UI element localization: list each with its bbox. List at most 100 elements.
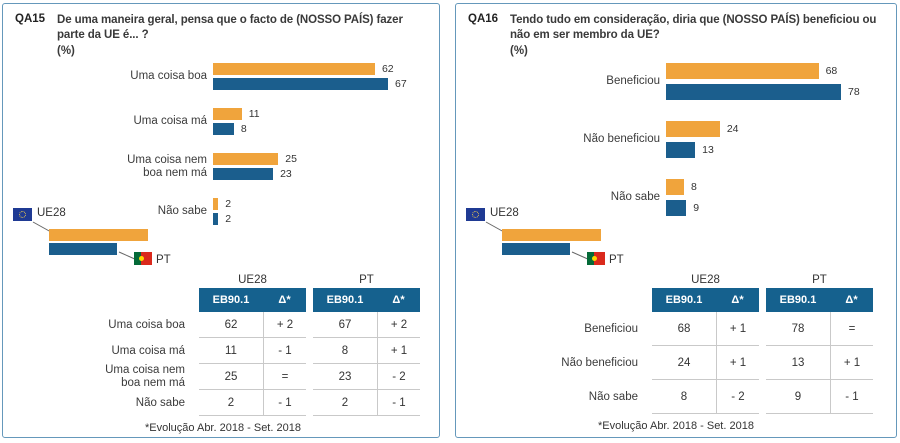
pt-bar-value: 9: [693, 202, 700, 215]
table-row: Uma coisa má 11 - 1 8 + 1: [33, 338, 420, 364]
pt-eb-value: 9: [794, 390, 802, 403]
row-label: Uma coisa má: [111, 344, 186, 357]
ue28-bar-value: 62: [381, 63, 394, 76]
category-label: Uma coisa nem boa nem má: [127, 153, 207, 179]
pt-bar: [213, 123, 234, 136]
table-row: Não sabe 8 - 2 9 - 1: [486, 380, 873, 414]
table-group-header-ue28: UE28: [691, 274, 720, 286]
footnote: *Evolução Abr. 2018 - Set. 2018: [598, 420, 754, 432]
pt-bar: [666, 142, 696, 159]
legend-ue28-label: UE28: [37, 207, 66, 219]
col-header-delta: Δ*: [392, 294, 405, 306]
pt-bar: [213, 78, 388, 91]
pt-delta-value: + 1: [377, 338, 420, 363]
chart-row: Não sabe 2 2: [3, 198, 439, 226]
qa16-summary-table: UE28 PT EB90.1 Δ* EB90.1 Δ* Beneficiou 68 +…: [486, 270, 873, 432]
chart-row: Uma coisa nem boa nem má 25 23: [3, 153, 439, 181]
category-label: Não sabe: [610, 191, 660, 204]
legend-ue28-bar: [49, 229, 148, 241]
ue28-delta-value: + 1: [716, 312, 759, 345]
qa15-bar-chart: Uma coisa boa 62 67 Uma coisa má 11 8 Um…: [3, 63, 439, 226]
chart-row: Beneficiou 68 78: [456, 63, 896, 101]
table-group-header-pt: PT: [812, 274, 827, 286]
table-header-block: EB90.1 Δ*: [199, 288, 306, 312]
category-label: Não beneficiou: [583, 133, 660, 146]
ue28-eb-value: 68: [677, 322, 691, 335]
table-header-block: EB90.1 Δ*: [652, 288, 759, 312]
table-header-block: EB90.1 Δ*: [313, 288, 420, 312]
row-label: Não sabe: [588, 390, 638, 403]
qa15-panel: QA15 De uma maneira geral, pensa que o f…: [2, 3, 440, 438]
col-header-eb: EB90.1: [665, 294, 703, 306]
category-label: Não sabe: [157, 205, 207, 218]
ue28-eb-value: 11: [225, 344, 237, 357]
table-row: Uma coisa nem boa nem má 25 = 23 - 2: [33, 364, 420, 390]
ue28-bar-value: 11: [248, 108, 260, 121]
ue28-bar: [666, 179, 684, 196]
pt-bar-value: 23: [280, 168, 292, 181]
ue28-bar-value: 25: [285, 153, 297, 166]
pt-eb-value: 78: [791, 322, 805, 335]
table-row: Uma coisa boa 62 + 2 67 + 2: [33, 312, 420, 338]
question-id: QA16: [468, 13, 499, 25]
ue28-eb-value: 25: [224, 370, 238, 383]
legend-pt-label: PT: [156, 254, 171, 266]
pt-delta-value: + 2: [377, 312, 420, 337]
question-title: De uma maneira geral, pensa que o facto …: [57, 14, 403, 41]
legend-ue28-label: UE28: [490, 207, 519, 219]
ue28-eb-value: 62: [224, 318, 238, 331]
pt-bar: [213, 168, 274, 181]
eu-stars-ring: [19, 211, 26, 218]
table-row: Não sabe 2 - 1 2 - 1: [33, 390, 420, 416]
ue28-bar: [213, 198, 219, 211]
category-label: Uma coisa boa: [130, 70, 207, 83]
table-row: Não beneficiou 24 + 1 13 + 1: [486, 346, 873, 380]
pt-bar-value: 67: [395, 78, 407, 91]
ue28-delta-value: - 1: [263, 390, 306, 415]
chart-row: Não beneficiou 24 13: [456, 121, 896, 159]
row-label: Beneficiou: [584, 322, 638, 335]
ue28-bar-value: 24: [726, 123, 739, 136]
row-label: Uma coisa nem boa nem má: [105, 364, 185, 389]
qa16-panel: QA16 Tendo tudo em consideração, diria q…: [455, 3, 897, 438]
unit-label: (%): [57, 45, 75, 58]
ue28-bar: [213, 108, 242, 121]
question-title: Tendo tudo em consideração, diria que (N…: [510, 14, 877, 41]
ue28-delta-value: - 2: [716, 380, 759, 413]
question-id: QA15: [15, 13, 46, 25]
row-label: Não beneficiou: [561, 356, 638, 369]
pt-eb-value: 8: [341, 344, 349, 357]
pt-flag-icon: [134, 252, 152, 265]
table-group-header-pt: PT: [359, 274, 374, 286]
qa15-summary-table: UE28 PT EB90.1 Δ* EB90.1 Δ* Uma coisa boa …: [33, 270, 420, 434]
ue28-bar-value: 68: [825, 65, 838, 78]
legend-ue28-bar: [502, 229, 601, 241]
eu-stars-ring: [472, 211, 479, 218]
pt-bar: [666, 200, 687, 217]
legend-pt-label: PT: [609, 254, 624, 266]
chart-row: Uma coisa boa 62 67: [3, 63, 439, 91]
chart-row: Uma coisa má 11 8: [3, 108, 439, 136]
pt-flag-icon: [587, 252, 605, 265]
ue28-bar-value: 2: [225, 198, 232, 211]
ue28-bar: [213, 153, 279, 166]
col-header-eb: EB90.1: [326, 294, 364, 306]
col-header-eb: EB90.1: [779, 294, 817, 306]
pt-eb-value: 13: [791, 356, 805, 369]
pt-bar: [213, 213, 219, 226]
pt-delta-value: - 1: [830, 380, 873, 413]
ue28-eb-value: 8: [680, 390, 688, 403]
qa16-bar-chart: Beneficiou 68 78 Não beneficiou 24 13 Nã…: [456, 63, 896, 217]
table-header-block: EB90.1 Δ*: [766, 288, 873, 312]
row-label: Não sabe: [135, 396, 185, 409]
ue28-bar-value: 8: [690, 181, 697, 194]
pt-bar-value: 2: [225, 213, 232, 226]
table-group-header-ue28: UE28: [238, 274, 267, 286]
pt-delta-value: + 1: [830, 346, 873, 379]
pt-delta-value: - 1: [377, 390, 420, 415]
legend: UE28 PT: [11, 202, 186, 276]
pt-flag-emblem: [139, 256, 144, 261]
pt-bar: [666, 84, 841, 101]
legend-pt-bar: [49, 243, 117, 255]
ue28-delta-value: =: [263, 364, 306, 389]
